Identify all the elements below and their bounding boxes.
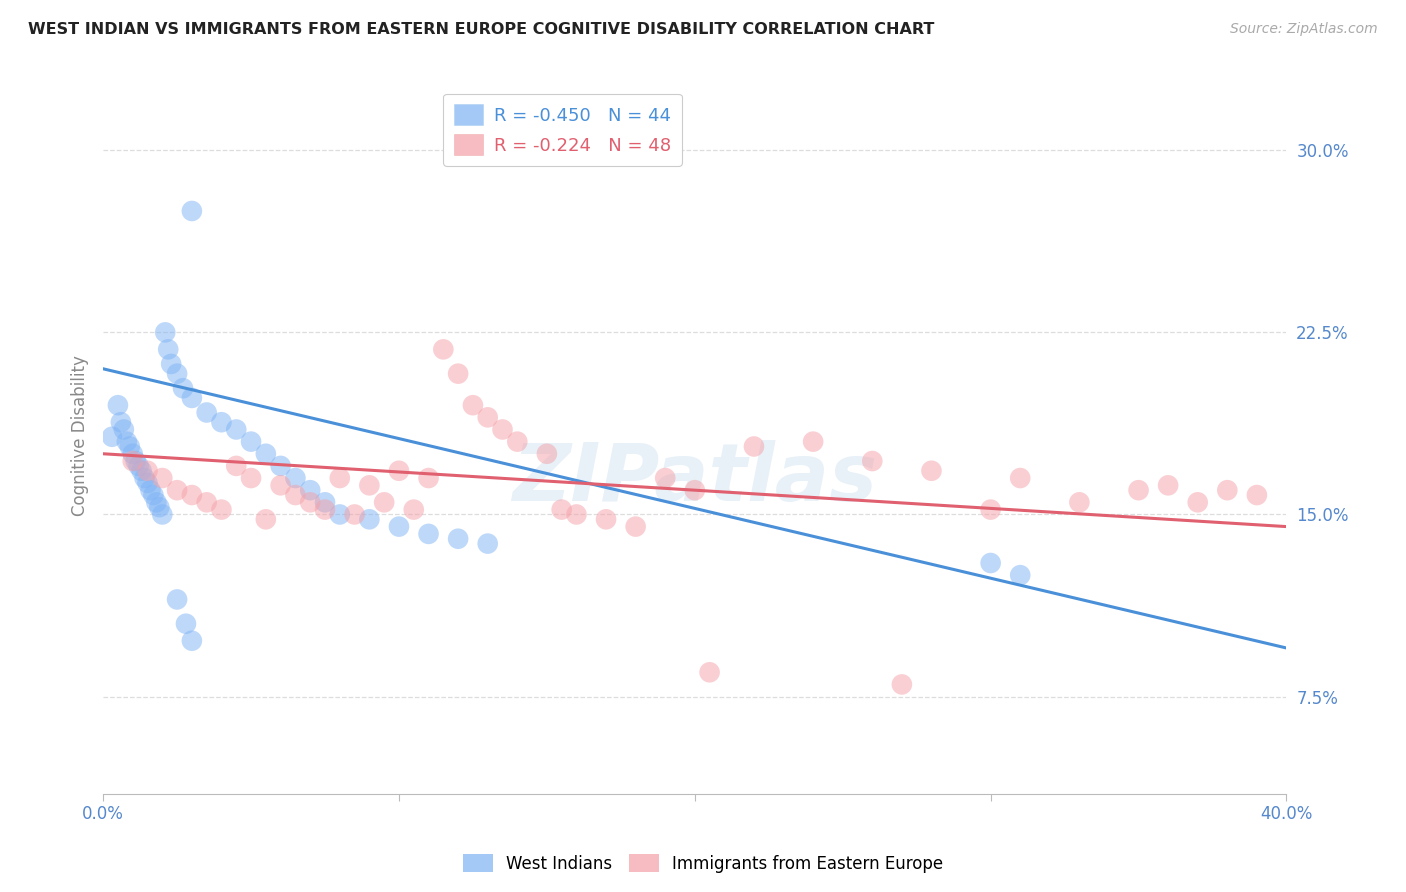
- Point: [101, 430, 124, 444]
- Point: [254, 447, 277, 461]
- Point: [343, 508, 366, 522]
- Point: [121, 447, 143, 461]
- Point: [160, 357, 183, 371]
- Y-axis label: Cognitive Disability: Cognitive Disability: [72, 355, 89, 516]
- Point: [254, 512, 277, 526]
- Point: [654, 471, 676, 485]
- Point: [139, 483, 162, 498]
- Point: [491, 422, 513, 436]
- Point: [136, 475, 159, 490]
- Point: [155, 326, 177, 340]
- Point: [299, 483, 322, 498]
- Point: [150, 471, 173, 485]
- Point: [683, 483, 706, 498]
- Point: [174, 616, 197, 631]
- Point: [128, 458, 150, 473]
- Point: [136, 464, 159, 478]
- Point: [211, 502, 233, 516]
- Point: [172, 381, 194, 395]
- Point: [270, 478, 292, 492]
- Point: [801, 434, 824, 449]
- Point: [388, 464, 411, 478]
- Point: [506, 434, 529, 449]
- Point: [447, 532, 470, 546]
- Point: [112, 422, 135, 436]
- Point: [699, 665, 721, 680]
- Point: [477, 536, 499, 550]
- Point: [145, 495, 167, 509]
- Point: [920, 464, 942, 478]
- Point: [225, 422, 247, 436]
- Point: [890, 677, 912, 691]
- Point: [447, 367, 470, 381]
- Point: [742, 440, 765, 454]
- Point: [314, 502, 336, 516]
- Point: [195, 495, 218, 509]
- Point: [1069, 495, 1091, 509]
- Point: [565, 508, 588, 522]
- Point: [195, 405, 218, 419]
- Point: [1010, 568, 1032, 582]
- Point: [211, 415, 233, 429]
- Point: [1216, 483, 1239, 498]
- Point: [148, 500, 170, 515]
- Point: [1187, 495, 1209, 509]
- Point: [359, 478, 381, 492]
- Point: [595, 512, 617, 526]
- Point: [180, 633, 202, 648]
- Text: WEST INDIAN VS IMMIGRANTS FROM EASTERN EUROPE COGNITIVE DISABILITY CORRELATION C: WEST INDIAN VS IMMIGRANTS FROM EASTERN E…: [28, 22, 935, 37]
- Point: [240, 434, 263, 449]
- Point: [314, 495, 336, 509]
- Point: [134, 471, 156, 485]
- Point: [150, 508, 173, 522]
- Point: [131, 464, 153, 478]
- Point: [299, 495, 322, 509]
- Point: [121, 454, 143, 468]
- Point: [110, 415, 132, 429]
- Point: [115, 434, 138, 449]
- Point: [118, 440, 141, 454]
- Point: [1010, 471, 1032, 485]
- Point: [980, 502, 1002, 516]
- Point: [860, 454, 883, 468]
- Point: [157, 343, 180, 357]
- Point: [329, 471, 352, 485]
- Point: [418, 527, 440, 541]
- Point: [432, 343, 454, 357]
- Point: [180, 204, 202, 219]
- Point: [166, 483, 188, 498]
- Point: [124, 454, 146, 468]
- Point: [550, 502, 572, 516]
- Point: [225, 458, 247, 473]
- Point: [373, 495, 395, 509]
- Point: [107, 398, 129, 412]
- Point: [624, 519, 647, 533]
- Point: [418, 471, 440, 485]
- Point: [477, 410, 499, 425]
- Point: [1128, 483, 1150, 498]
- Point: [166, 592, 188, 607]
- Point: [536, 447, 558, 461]
- Point: [1246, 488, 1268, 502]
- Point: [270, 458, 292, 473]
- Point: [240, 471, 263, 485]
- Text: ZIPatlas: ZIPatlas: [512, 440, 877, 517]
- Point: [461, 398, 484, 412]
- Point: [180, 488, 202, 502]
- Point: [1157, 478, 1180, 492]
- Point: [359, 512, 381, 526]
- Point: [329, 508, 352, 522]
- Point: [180, 391, 202, 405]
- Legend: West Indians, Immigrants from Eastern Europe: West Indians, Immigrants from Eastern Eu…: [456, 847, 950, 880]
- Point: [388, 519, 411, 533]
- Point: [284, 488, 307, 502]
- Point: [980, 556, 1002, 570]
- Point: [402, 502, 425, 516]
- Point: [284, 471, 307, 485]
- Legend: R = -0.450   N = 44, R = -0.224   N = 48: R = -0.450 N = 44, R = -0.224 N = 48: [443, 94, 682, 166]
- Point: [166, 367, 188, 381]
- Text: Source: ZipAtlas.com: Source: ZipAtlas.com: [1230, 22, 1378, 37]
- Point: [142, 488, 165, 502]
